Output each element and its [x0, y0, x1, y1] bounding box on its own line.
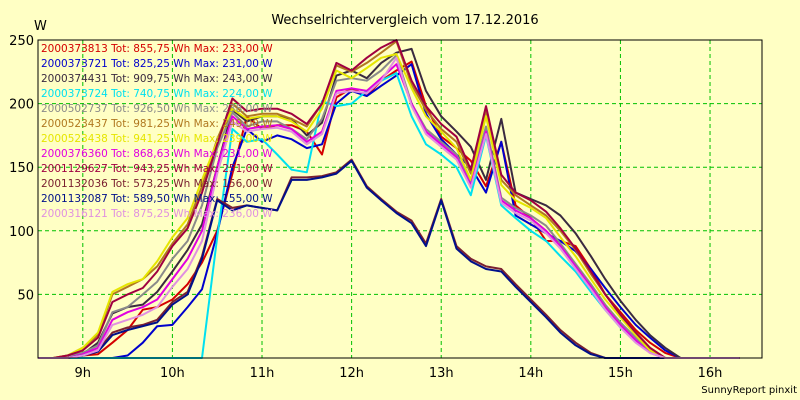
- series-line-2000316121: [38, 56, 740, 359]
- y-tick-label: 50: [17, 288, 34, 303]
- x-tick-label: 14h: [518, 366, 543, 381]
- chart-title: Wechselrichtervergleich vom 17.12.2016: [271, 13, 538, 28]
- legend-entry-2001132036: 2001132036 Tot: 573,25 Wh Max: 156,00 W: [41, 178, 273, 190]
- legend-entry-2000374431: 2000374431 Tot: 909,75 Wh Max: 243,00 W: [41, 73, 273, 85]
- series-line-2000502737: [38, 54, 740, 359]
- legend: 2000373813 Tot: 855,75 Wh Max: 233,00 W 2…: [41, 43, 273, 220]
- series-line-2000374431: [38, 47, 740, 359]
- y-tick-label: 150: [9, 161, 34, 176]
- x-tick-label: 11h: [250, 366, 275, 381]
- legend-entry-2000523437: 2000523437 Tot: 981,25 Wh Max: 249,00 W: [41, 118, 273, 130]
- y-tick-label: 200: [9, 98, 34, 113]
- y-tick-label: 100: [9, 225, 34, 240]
- plot-frame: [37, 39, 763, 359]
- y-axis-label: W: [34, 19, 47, 34]
- series-line-2000373721: [38, 63, 740, 359]
- x-tick-label: 9h: [75, 366, 92, 381]
- x-tick-label: 16h: [698, 366, 723, 381]
- legend-entry-2000502737: 2000502737 Tot: 926,50 Wh Max: 238,00 W: [41, 103, 273, 115]
- y-tick-label: 250: [9, 34, 34, 49]
- x-tick-label: 12h: [339, 366, 364, 381]
- x-tick-label: 13h: [429, 366, 454, 381]
- series-lines: [38, 39, 740, 359]
- y-tick-labels: 50 100 150 200 250: [9, 34, 34, 303]
- x-tick-label: 10h: [160, 366, 185, 381]
- series-line-2000523438: [38, 53, 740, 359]
- legend-entry-2001132087: 2001132087 Tot: 589,50 Wh Max: 155,00 W: [41, 193, 273, 205]
- legend-entry-2000316121: 2000316121 Tot: 875,25 Wh Max: 236,00 W: [41, 208, 273, 220]
- legend-entry-2000373724: 2000373724 Tot: 740,75 Wh Max: 224,00 W: [41, 88, 273, 100]
- legend-entry-2000376360: 2000376360 Tot: 868,63 Wh Max: 231,00 W: [41, 148, 273, 160]
- x-tick-label: 15h: [608, 366, 633, 381]
- legend-entry-2000373721: 2000373721 Tot: 825,25 Wh Max: 231,00 W: [41, 58, 273, 70]
- legend-entry-2000523438: 2000523438 Tot: 941,25 Wh Max: 239,00 W: [41, 133, 273, 145]
- x-tick-labels: 9h 10h 11h 12h 13h 14h 15h 16h: [75, 366, 723, 381]
- legend-entry-2000373813: 2000373813 Tot: 855,75 Wh Max: 233,00 W: [41, 43, 273, 55]
- legend-entry-2001129627: 2001129627 Tot: 943,25 Wh Max: 251,00 W: [41, 163, 273, 175]
- series-line-2001129627: [38, 39, 740, 359]
- footer-credit: SunnyReport pinxit: [701, 385, 797, 396]
- series-line-2000376360: [38, 63, 740, 359]
